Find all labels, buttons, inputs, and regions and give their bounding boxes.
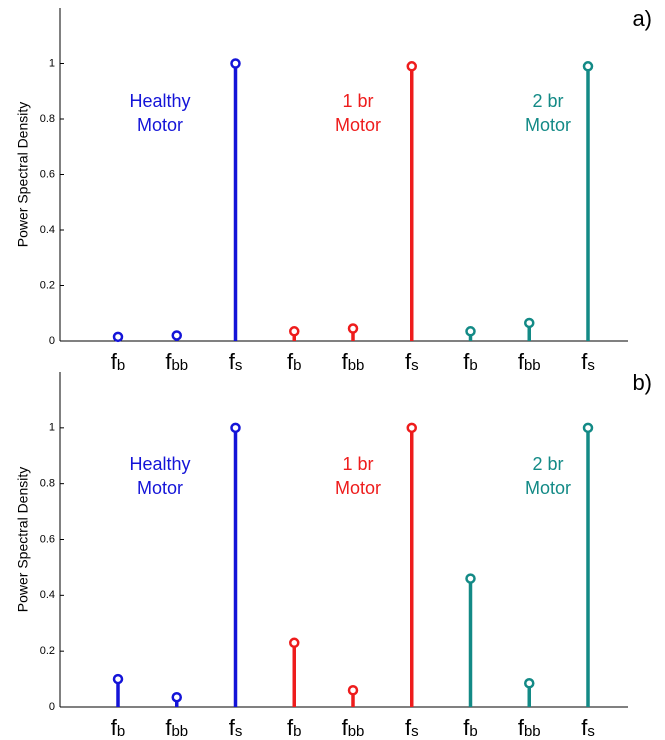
- x-tick-label: fbb: [518, 349, 541, 374]
- x-tick-label: fbb: [342, 715, 365, 740]
- stem-marker: [465, 326, 476, 337]
- y-tick-label: 1: [49, 422, 55, 434]
- panel-label: b): [632, 370, 652, 395]
- stem-marker: [406, 422, 417, 434]
- stem-marker: [524, 678, 535, 689]
- y-tick-label: 0.6: [40, 533, 55, 545]
- y-tick-label: 0: [49, 335, 55, 347]
- x-tick-label: fbb: [165, 715, 188, 740]
- x-tick-label: fbb: [165, 349, 188, 374]
- x-tick-label: fb: [111, 715, 125, 740]
- x-tick-label: fb: [287, 349, 301, 374]
- stem-marker: [524, 317, 535, 329]
- x-tick-label: fs: [229, 349, 243, 374]
- x-tick-label: fb: [111, 349, 125, 374]
- stem-marker: [171, 330, 182, 341]
- stem-marker: [582, 422, 594, 434]
- panel-label: a): [632, 6, 652, 31]
- y-tick-label: 0.8: [40, 113, 55, 125]
- x-tick-label: fs: [581, 715, 595, 740]
- stem-marker: [112, 331, 124, 343]
- x-tick-label: fb: [287, 715, 301, 740]
- y-tick-label: 0.2: [40, 645, 55, 657]
- y-tick-label: 0.4: [40, 224, 55, 236]
- x-tick-label: fb: [463, 715, 477, 740]
- y-axis-label: Power Spectral Density: [15, 467, 31, 613]
- series-label: 2 br Motor: [525, 91, 571, 135]
- y-tick-label: 0: [49, 701, 55, 713]
- stem-marker: [289, 637, 300, 649]
- stem-marker: [171, 691, 182, 703]
- x-tick-label: fbb: [342, 349, 365, 374]
- x-tick-label: fs: [405, 349, 419, 374]
- stem-marker: [406, 61, 417, 72]
- series-label: Healthy Motor: [129, 91, 190, 135]
- stem-marker: [582, 61, 594, 72]
- x-tick-label: fs: [229, 715, 243, 740]
- stem-marker: [347, 323, 359, 334]
- series-label: 2 br Motor: [525, 454, 571, 498]
- y-axis-label: Power Spectral Density: [15, 102, 31, 248]
- stem-marker: [465, 573, 476, 584]
- series-label: 1 br Motor: [335, 454, 381, 498]
- x-tick-label: fs: [581, 349, 595, 374]
- stem-marker: [230, 58, 241, 69]
- stem-marker: [112, 673, 124, 685]
- y-tick-label: 0.6: [40, 168, 55, 180]
- series-label: Healthy Motor: [129, 454, 190, 498]
- y-tick-label: 0.8: [40, 478, 55, 490]
- y-tick-label: 0.2: [40, 279, 55, 291]
- series-label: 1 br Motor: [335, 91, 381, 135]
- y-tick-label: 1: [49, 57, 55, 69]
- stem-marker: [289, 326, 300, 337]
- x-tick-label: fb: [463, 349, 477, 374]
- x-tick-label: fs: [405, 715, 419, 740]
- y-tick-label: 0.4: [40, 589, 55, 601]
- x-tick-label: fbb: [518, 715, 541, 740]
- stem-marker: [347, 685, 359, 696]
- stem-marker: [230, 422, 241, 434]
